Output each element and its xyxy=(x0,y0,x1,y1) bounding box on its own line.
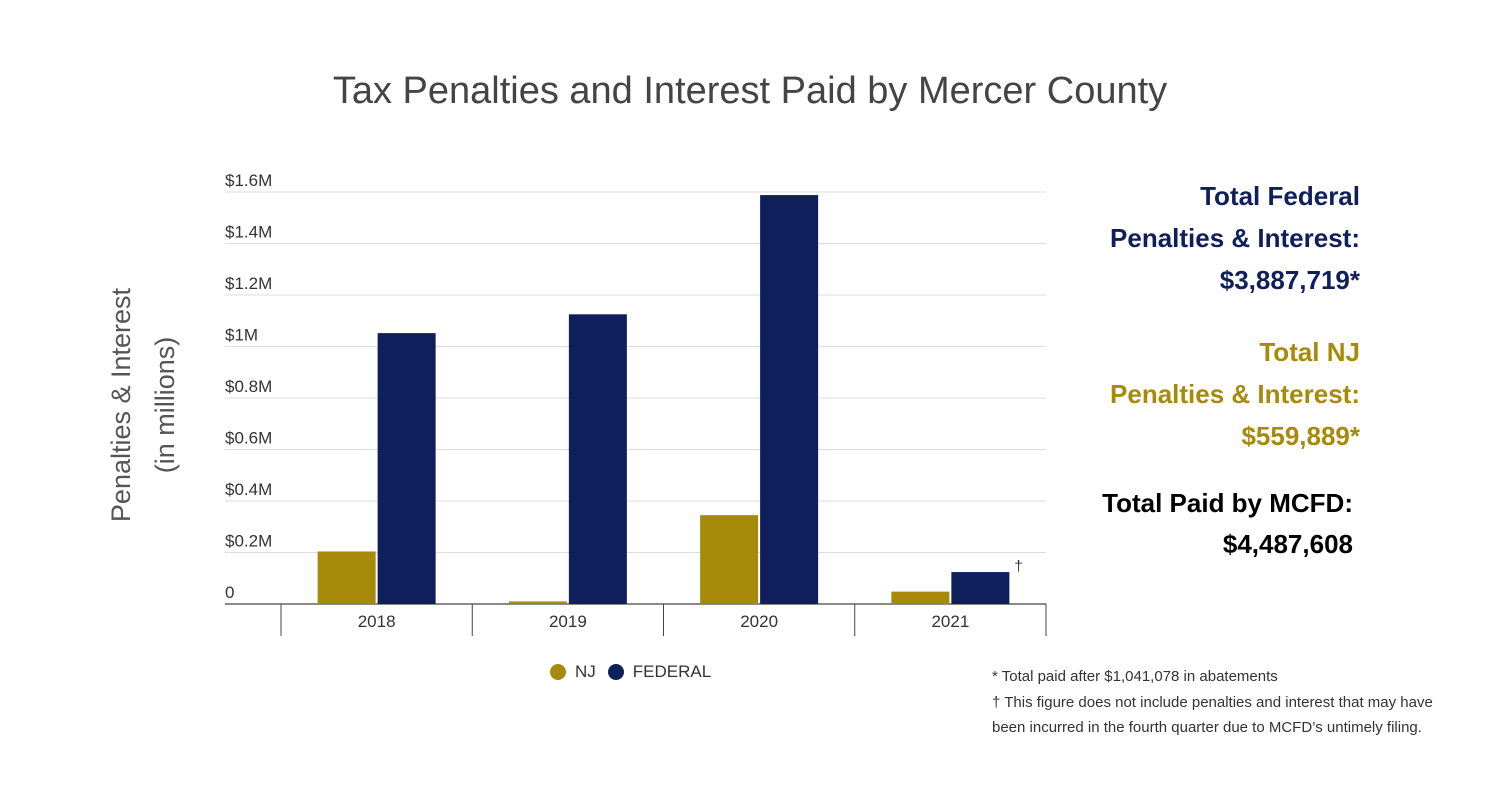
x-tick-label: 2019 xyxy=(549,612,587,631)
footnotes: * Total paid after $1,041,078 in abateme… xyxy=(992,664,1452,741)
legend-item-nj[interactable]: NJ xyxy=(550,662,596,682)
footnote-abatements: * Total paid after $1,041,078 in abateme… xyxy=(992,668,1278,685)
total-nj-block: Total NJ Penalties & Interest: $559,889* xyxy=(1060,331,1360,457)
x-tick-label: 2020 xyxy=(740,612,778,631)
bar-nj-2020 xyxy=(700,515,759,604)
legend-item-federal[interactable]: FEDERAL xyxy=(607,662,712,682)
y-tick-label: $0.8M xyxy=(225,377,272,396)
total-paid-line1: Total Paid by MCFD: xyxy=(1102,488,1353,518)
y-tick-label: $1M xyxy=(225,326,258,345)
bar-nj-2021 xyxy=(891,591,950,604)
y-tick-label: $0.2M xyxy=(225,532,272,551)
x-tick-label: 2021 xyxy=(931,612,969,631)
bar-federal-2020 xyxy=(760,195,819,604)
bar-federal-2019 xyxy=(568,314,627,604)
total-federal-amount: $3,887,719* xyxy=(1219,265,1360,295)
legend-label-federal: FEDERAL xyxy=(632,662,712,681)
total-nj-line2: Penalties & Interest: xyxy=(1110,379,1360,409)
total-federal-line2: Penalties & Interest: xyxy=(1110,223,1360,253)
legend-swatch-nj xyxy=(550,664,566,680)
x-tick-label: 2018 xyxy=(358,612,396,631)
total-paid-block: Total Paid by MCFD: $4,487,608 xyxy=(1060,483,1353,565)
legend-swatch-federal xyxy=(607,664,624,680)
annotation-dagger: † xyxy=(1014,558,1022,575)
total-paid-amount: $4,487,608 xyxy=(1222,529,1353,559)
total-federal-block: Total Federal Penalties & Interest: $3,8… xyxy=(1060,175,1360,301)
legend-label-nj: NJ xyxy=(575,662,596,681)
total-nj-amount: $559,889* xyxy=(1241,421,1360,451)
total-nj-line1: Total NJ xyxy=(1259,337,1360,367)
chart-title: Tax Penalties and Interest Paid by Merce… xyxy=(332,70,1168,112)
y-tick-label: $0.6M xyxy=(225,429,272,448)
bar-federal-2018 xyxy=(377,333,436,604)
legend: NJ FEDERAL xyxy=(550,662,723,682)
total-federal-line1: Total Federal xyxy=(1200,181,1360,211)
y-tick-label: 0 xyxy=(225,583,234,602)
y-tick-label: $0.4M xyxy=(225,480,272,499)
bar-nj-2018 xyxy=(317,551,376,604)
bar-federal-2021 xyxy=(951,572,1010,604)
footnote-dagger: † This figure does not include penalties… xyxy=(992,693,1433,737)
bar-nj-2019 xyxy=(508,601,567,604)
y-tick-label: $1.4M xyxy=(225,223,272,242)
y-tick-label: $1.2M xyxy=(225,274,272,293)
y-tick-label: $1.6M xyxy=(225,171,272,190)
